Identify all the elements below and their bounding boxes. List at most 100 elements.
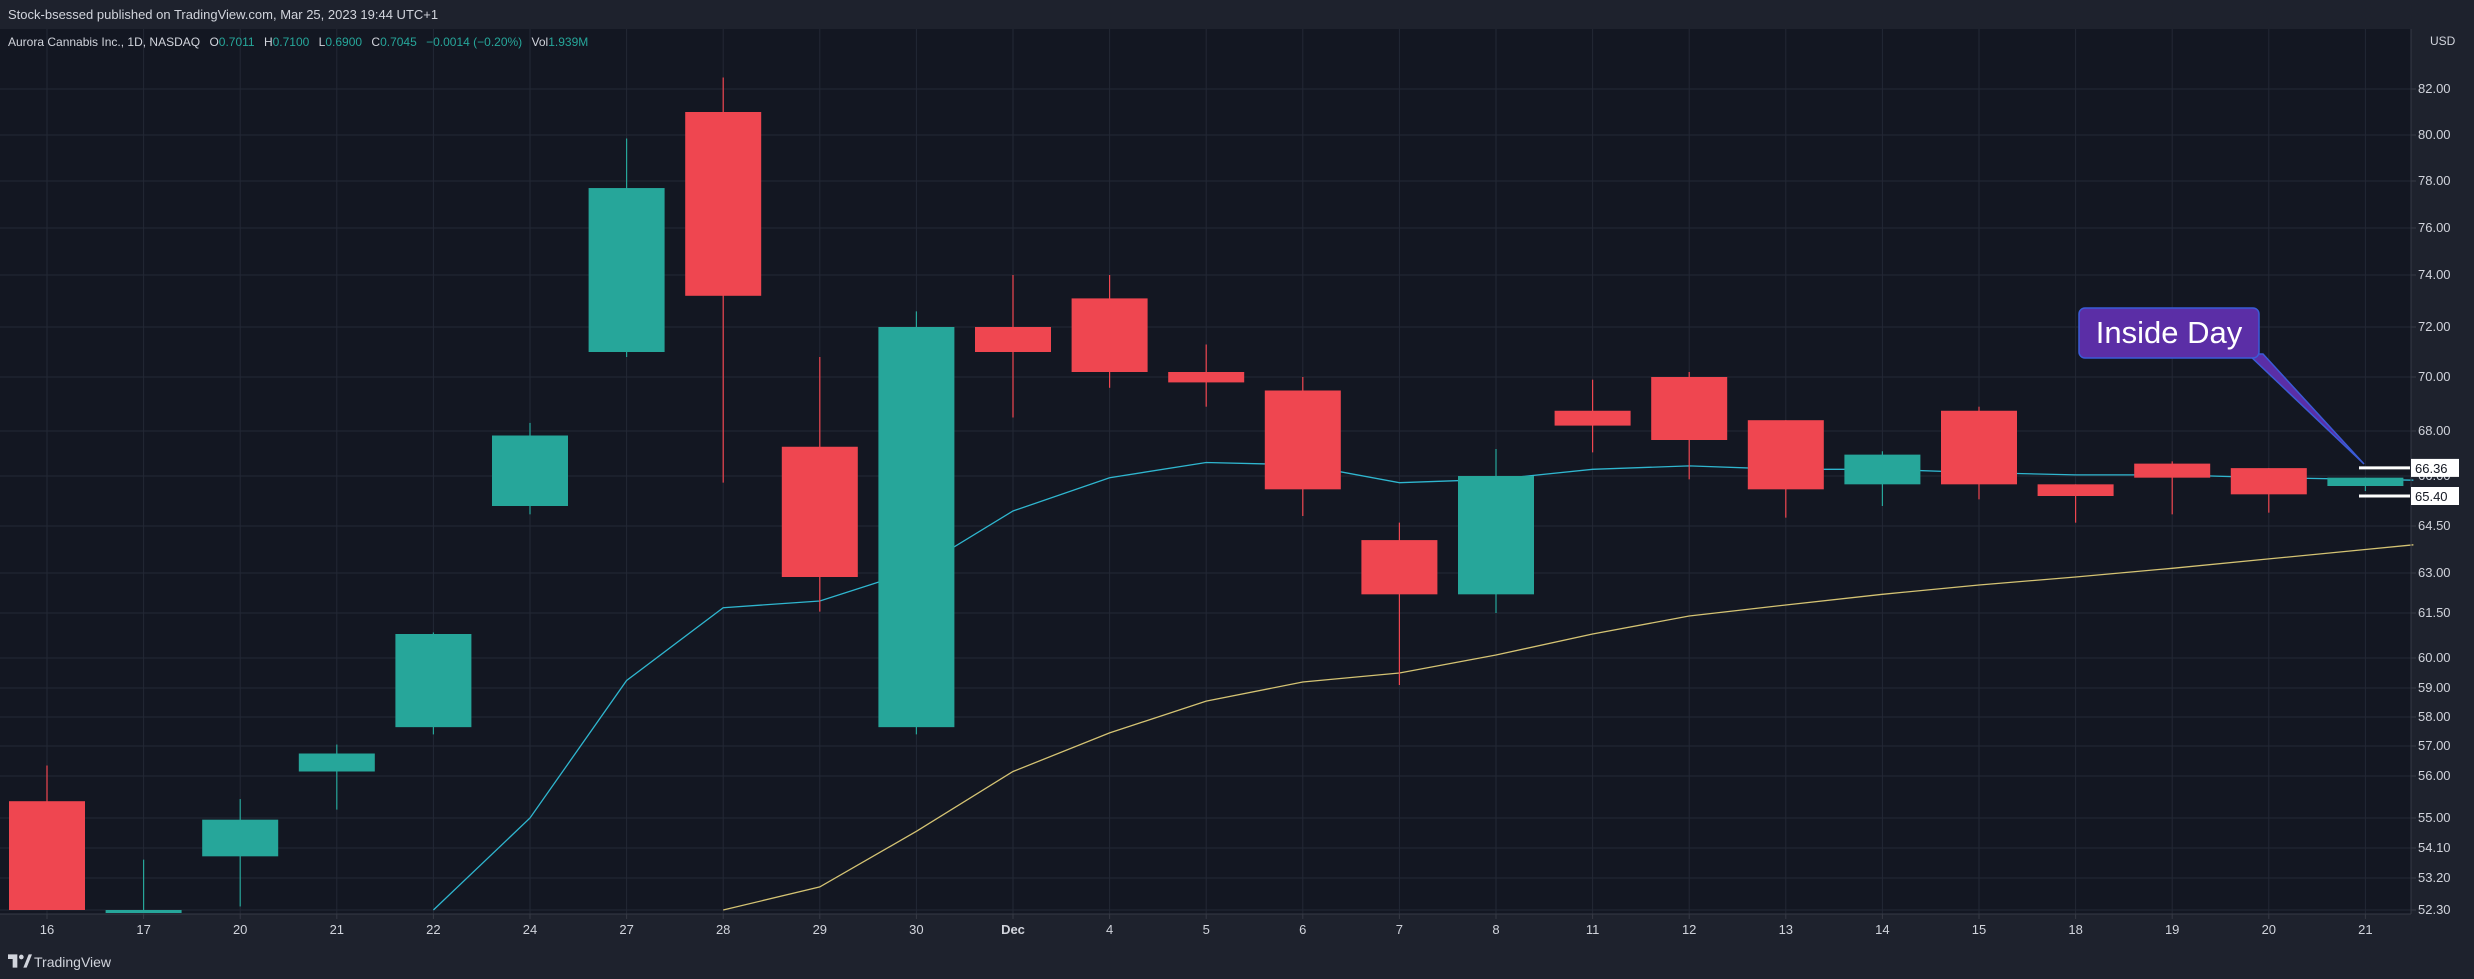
x-tick-label: 7 [1396, 922, 1403, 937]
candle-body [1264, 390, 1341, 490]
candle-body [1747, 420, 1824, 490]
tradingview-brand[interactable]: TradingView [34, 954, 112, 970]
x-tick-label: 24 [523, 922, 537, 937]
legend-close-label: C [371, 35, 380, 49]
candle-18[interactable] [2037, 484, 2114, 523]
candle-19[interactable] [2134, 461, 2211, 515]
candle-13[interactable] [1747, 420, 1824, 518]
moving-average-line-1 [432, 461, 2414, 911]
x-tick-label: 8 [1492, 922, 1499, 937]
candle-5[interactable] [1168, 344, 1245, 407]
candle-16[interactable] [9, 765, 85, 911]
legend-symbol: Aurora Cannabis Inc., 1D, NASDAQ [8, 35, 200, 49]
candle-11[interactable] [1554, 379, 1631, 453]
x-tick-label: 30 [909, 922, 923, 937]
candle-body [492, 435, 568, 506]
candle-body [1844, 454, 1921, 485]
candle-30[interactable] [878, 311, 955, 735]
chart-area[interactable]: USD 82.00 80.00 78.00 76.00 74.00 72.00 70.00 68… [0, 29, 2474, 943]
candle-4[interactable] [1071, 275, 1148, 388]
callout-box [2078, 307, 2260, 359]
legend-line: Aurora Cannabis Inc., 1D, NASDAQ O0.7011… [8, 35, 588, 49]
candle-body [298, 753, 375, 772]
candle-28[interactable] [685, 77, 762, 483]
candle-body [1168, 372, 1245, 383]
y-tick-label: 63.00 [2418, 565, 2451, 580]
grid-lines [0, 29, 2411, 914]
candle-20[interactable] [2230, 468, 2307, 513]
x-tick-label: 12 [1682, 922, 1696, 937]
candle-body [2134, 463, 2211, 478]
candle-body [1941, 410, 2017, 485]
legend-close-value: 0.7045 [380, 35, 417, 49]
candle-body [1071, 298, 1148, 372]
candle-24[interactable] [492, 422, 568, 515]
tradingview-logo-icon[interactable] [8, 953, 32, 969]
candle-body [2037, 484, 2114, 496]
candle-21[interactable] [298, 744, 375, 810]
candle-body [202, 819, 279, 857]
candle-20[interactable] [202, 799, 279, 907]
currency-label: USD [2430, 34, 2456, 48]
candle-27[interactable] [588, 138, 665, 357]
y-tick-label: 82.00 [2418, 81, 2451, 96]
candles [9, 77, 2404, 913]
candle-body [588, 188, 665, 352]
legend-change: −0.0014 (−0.20%) [426, 35, 522, 49]
x-tick-label: 5 [1203, 922, 1210, 937]
price-label-box [2411, 487, 2459, 505]
legend-low-value: 0.6900 [325, 35, 362, 49]
y-axis[interactable]: USD 82.00 80.00 78.00 76.00 74.00 72.00 70.00 68… [2359, 29, 2459, 917]
x-tick-label: 20 [2262, 922, 2276, 937]
y-tick-label: 78.00 [2418, 173, 2451, 188]
candle-body [1554, 410, 1631, 426]
x-tick-label: 28 [716, 922, 730, 937]
candle-body [2327, 477, 2404, 486]
y-tick-label: 68.00 [2418, 423, 2451, 438]
y-tick-label: 70.00 [2418, 369, 2451, 384]
price-label-box [2411, 458, 2459, 477]
x-tick-label: 16 [40, 922, 54, 937]
x-tick-label: 21 [2358, 922, 2372, 937]
candle-body [9, 801, 85, 910]
candle-22[interactable] [395, 632, 472, 735]
x-tick-label: 27 [619, 922, 633, 937]
candle-12[interactable] [1651, 372, 1728, 480]
candle-6[interactable] [1264, 377, 1341, 516]
price-label-text: 66.36 [2415, 461, 2448, 476]
candle-body [1458, 476, 1534, 595]
legend-high-value: 0.7100 [273, 35, 310, 49]
x-axis[interactable]: 16 17 20 21 22 24 27 28 29 30 Dec 4 5 6 7 8 11 12 13 14 15 18… [0, 913, 2411, 937]
candle-body [105, 910, 182, 913]
y-tick-label: 59.00 [2418, 680, 2451, 695]
x-tick-label: 20 [233, 922, 247, 937]
y-tick-label: 74.00 [2418, 267, 2451, 282]
candle-14[interactable] [1844, 451, 1921, 506]
candle-21[interactable] [2327, 477, 2404, 491]
legend-volume-value: 1.939M [548, 35, 588, 49]
plot-background [0, 29, 2411, 914]
candle-29[interactable] [781, 357, 858, 612]
x-tick-label: 29 [813, 922, 827, 937]
y-tick-label: 57.00 [2418, 738, 2451, 753]
candle-body [781, 446, 858, 577]
y-tick-label: 55.00 [2418, 810, 2451, 825]
candle-7[interactable] [1361, 522, 1438, 685]
x-tick-label: 22 [426, 922, 440, 937]
candle-8[interactable] [1458, 449, 1534, 613]
candlestick-chart[interactable]: USD82.0080.0078.0076.0074.0072.0070.0068… [0, 29, 2474, 943]
candle-body [395, 634, 472, 728]
x-tick-label: 4 [1106, 922, 1113, 937]
x-tick-label: 19 [2165, 922, 2179, 937]
y-tick-label: 60.00 [2418, 650, 2451, 665]
candle-17[interactable] [105, 859, 182, 913]
candle-body [975, 327, 1051, 352]
candle-body [2230, 468, 2307, 495]
candle-15[interactable] [1941, 406, 2017, 500]
x-tick-label: 13 [1779, 922, 1793, 937]
candle-Dec[interactable] [975, 275, 1051, 418]
inside-day-callout[interactable]: Inside Day [2078, 307, 2365, 465]
x-tick-label: 21 [330, 922, 344, 937]
x-tick-label: 11 [1586, 922, 1600, 937]
x-tick-label: 17 [136, 922, 150, 937]
